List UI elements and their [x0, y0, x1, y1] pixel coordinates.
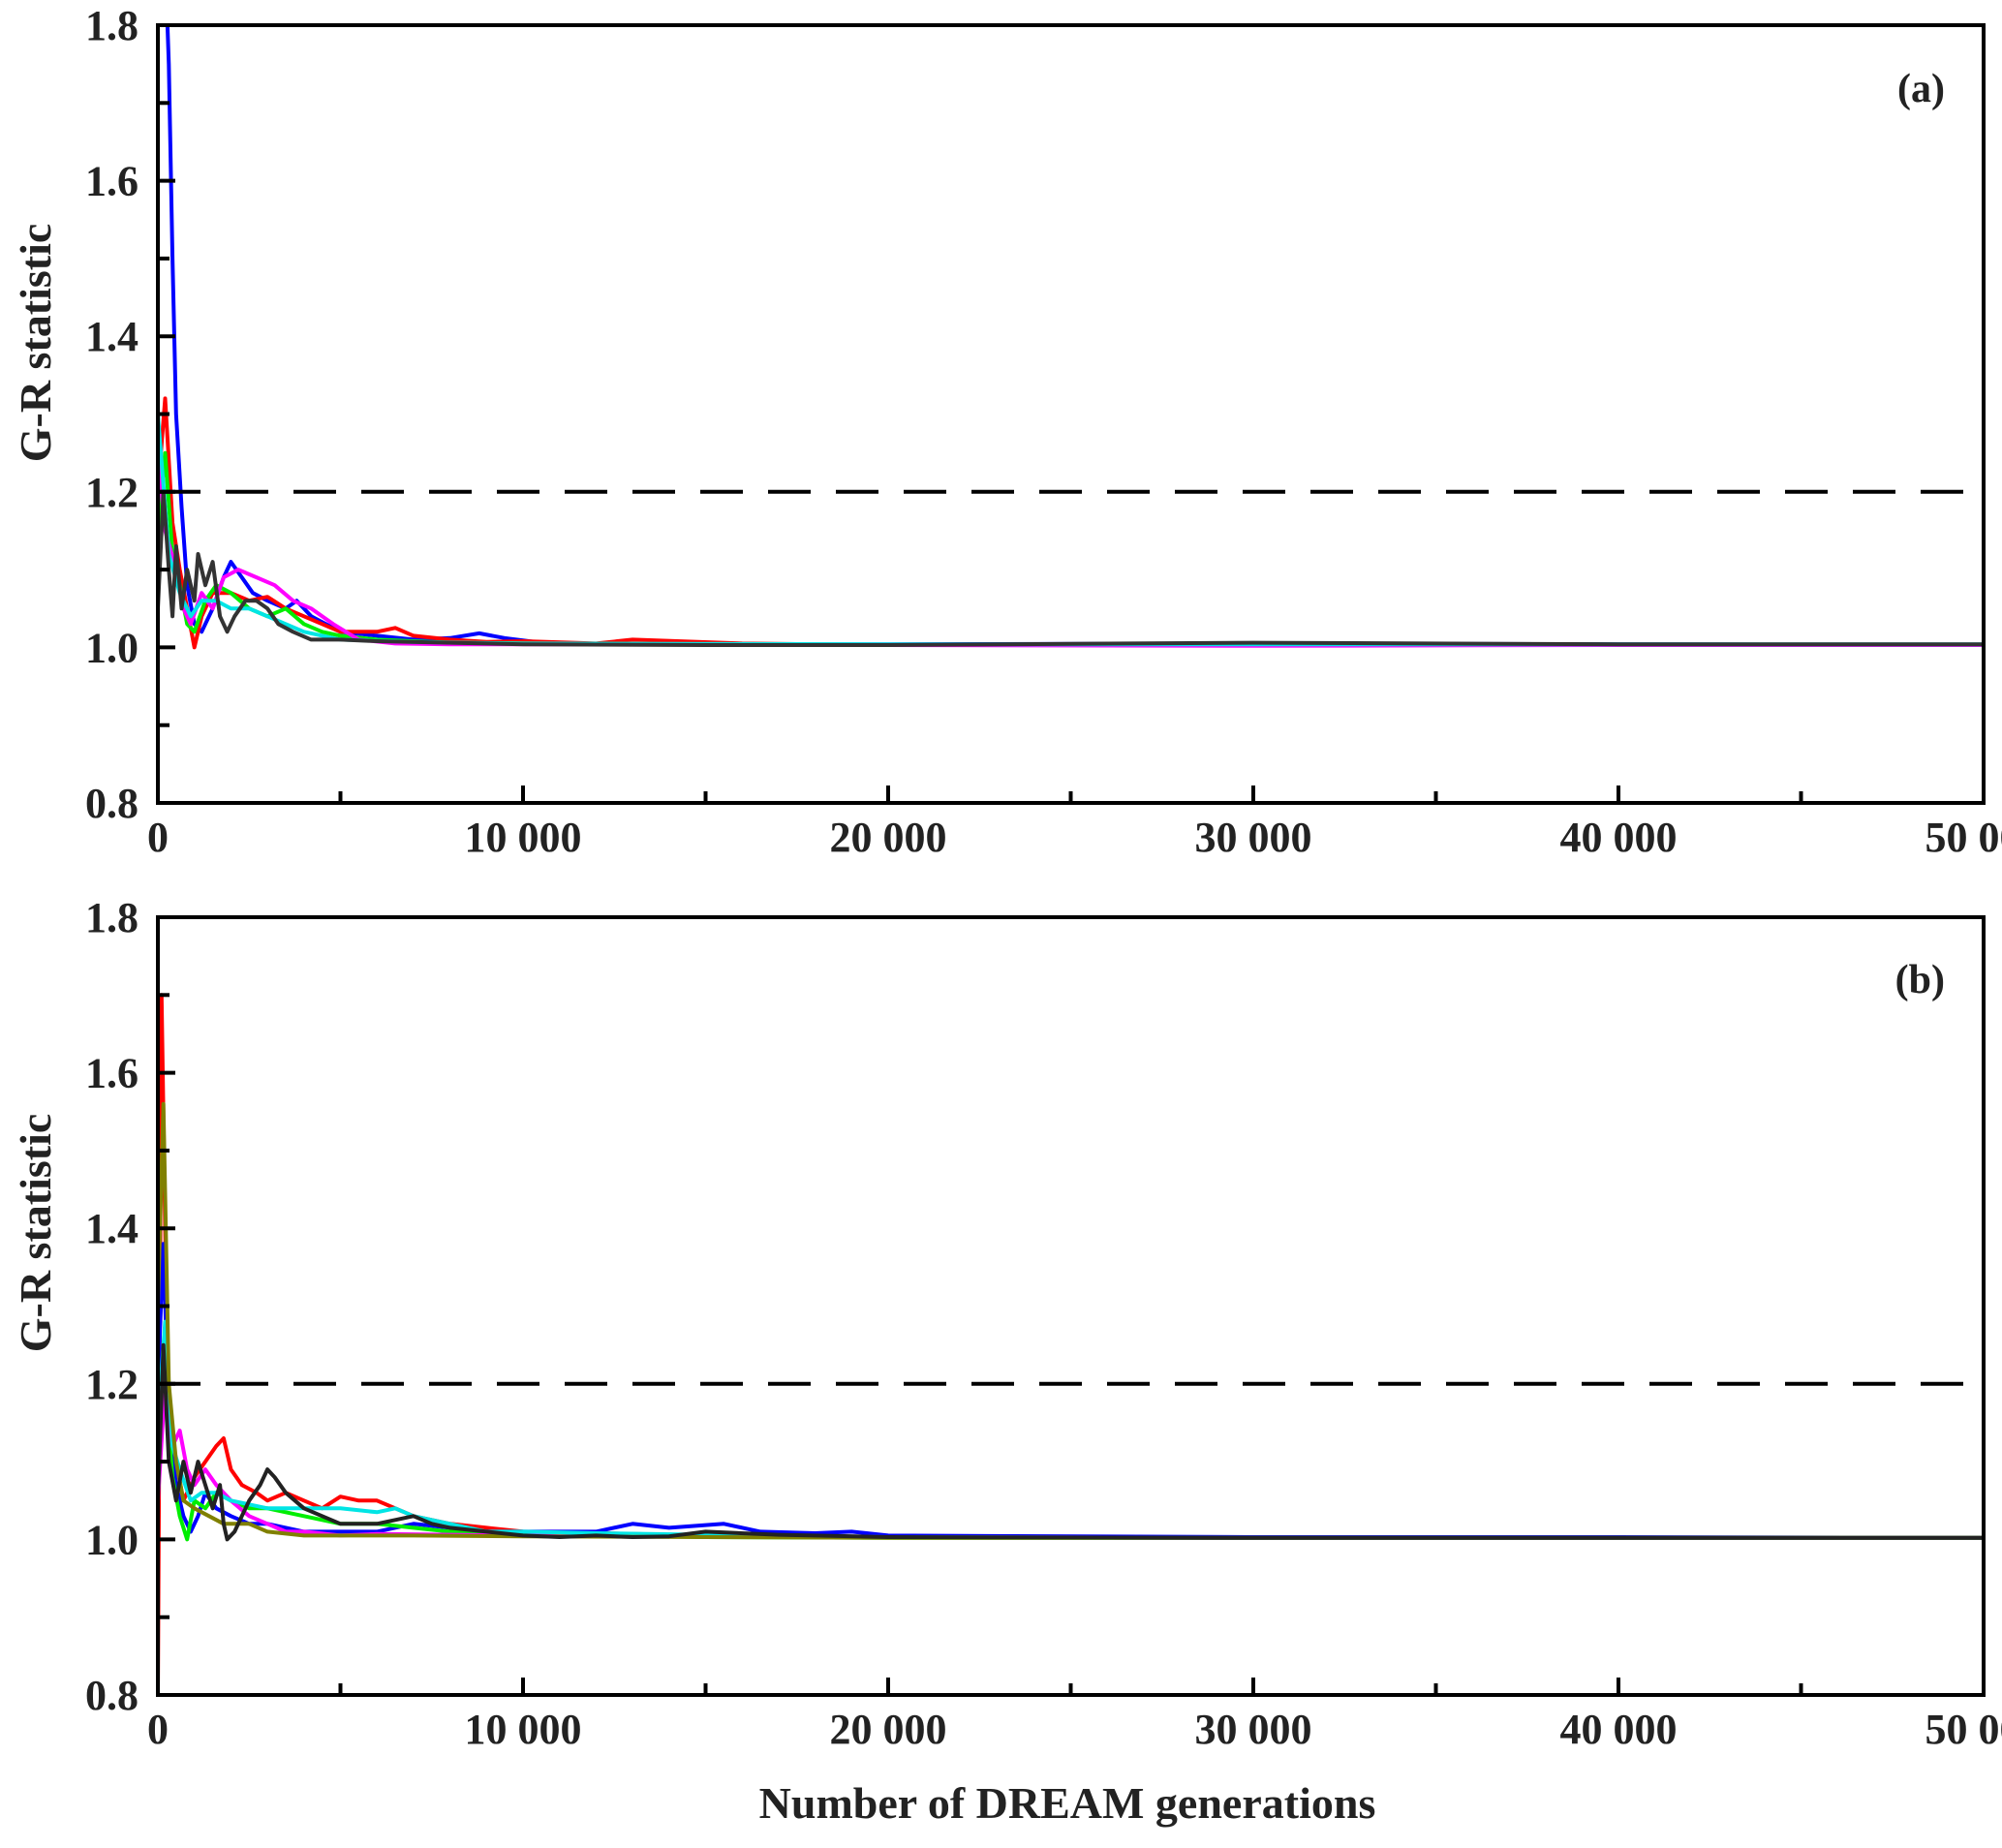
y-tick-label-a-2: 1.2	[85, 469, 139, 516]
x-tick-label-a-3: 30 000	[1195, 814, 1312, 861]
x-tick-label-b-0: 0	[147, 1706, 169, 1753]
y-tick-label-b-1: 1.0	[85, 1516, 139, 1563]
y-tick-label-b-2: 1.2	[85, 1361, 139, 1408]
series-group-a	[158, 25, 1984, 650]
y-axis-title-a: G-R statistic	[11, 224, 60, 463]
series-line-b-3	[158, 1381, 1984, 1542]
y-tick-label-b-0: 0.8	[85, 1672, 139, 1719]
y-tick-label-b-5: 1.8	[85, 894, 139, 941]
x-tick-label-b-2: 20 000	[830, 1706, 947, 1753]
series-line-b-7	[158, 1342, 1984, 1542]
series-line-b-2	[158, 1242, 1984, 1540]
series-line-a-6	[158, 489, 1984, 647]
series-line-b-6	[158, 1101, 1984, 1540]
plot-frame-a	[156, 23, 1986, 805]
series-line-a-2	[158, 396, 1984, 650]
series-line-a-5	[158, 414, 1984, 647]
y-tick-label-a-0: 0.8	[85, 780, 139, 827]
x-tick-label-a-5: 50 000	[1925, 814, 2002, 861]
y-tick-label-b-4: 1.6	[85, 1050, 139, 1097]
y-axis-title-b: G-R statistic	[11, 1114, 60, 1353]
x-tick-label-b-1: 10 000	[465, 1706, 582, 1753]
series-line-b-4	[158, 1381, 1984, 1540]
y-tick-label-a-3: 1.4	[85, 313, 139, 360]
x-axis-title: Number of DREAM generations	[759, 1778, 1376, 1828]
series-group-b	[158, 993, 1984, 1695]
series-line-b-1	[158, 993, 1984, 1695]
series-line-a-4	[158, 452, 1984, 648]
y-tick-label-b-3: 1.4	[85, 1205, 139, 1252]
x-tick-label-a-0: 0	[147, 814, 169, 861]
panel-label-b: (b)	[1895, 958, 1945, 1002]
x-tick-label-b-5: 50 000	[1925, 1706, 2002, 1753]
panel-b: G-R statistic (b) Number of DREAM genera…	[11, 894, 2002, 1828]
panel-label-a: (a)	[1897, 67, 1945, 111]
x-tick-label-b-3: 30 000	[1195, 1706, 1312, 1753]
y-tick-label-a-1: 1.0	[85, 624, 139, 671]
x-tick-label-b-4: 40 000	[1560, 1706, 1678, 1753]
series-line-b-5	[158, 1319, 1984, 1540]
panel-a: G-R statistic (a) 0.8 1.0 1.2 1.4 1.6 1.8 0 10 …	[11, 2, 2002, 861]
series-line-a-1	[158, 25, 1984, 647]
y-tick-label-a-4: 1.6	[85, 158, 139, 205]
x-tick-label-a-1: 10 000	[465, 814, 582, 861]
x-tick-label-a-4: 40 000	[1560, 814, 1678, 861]
series-line-a-3	[158, 450, 1984, 647]
y-tick-label-a-5: 1.8	[85, 2, 139, 49]
x-tick-label-a-2: 20 000	[830, 814, 947, 861]
plot-frame-b	[156, 915, 1986, 1697]
